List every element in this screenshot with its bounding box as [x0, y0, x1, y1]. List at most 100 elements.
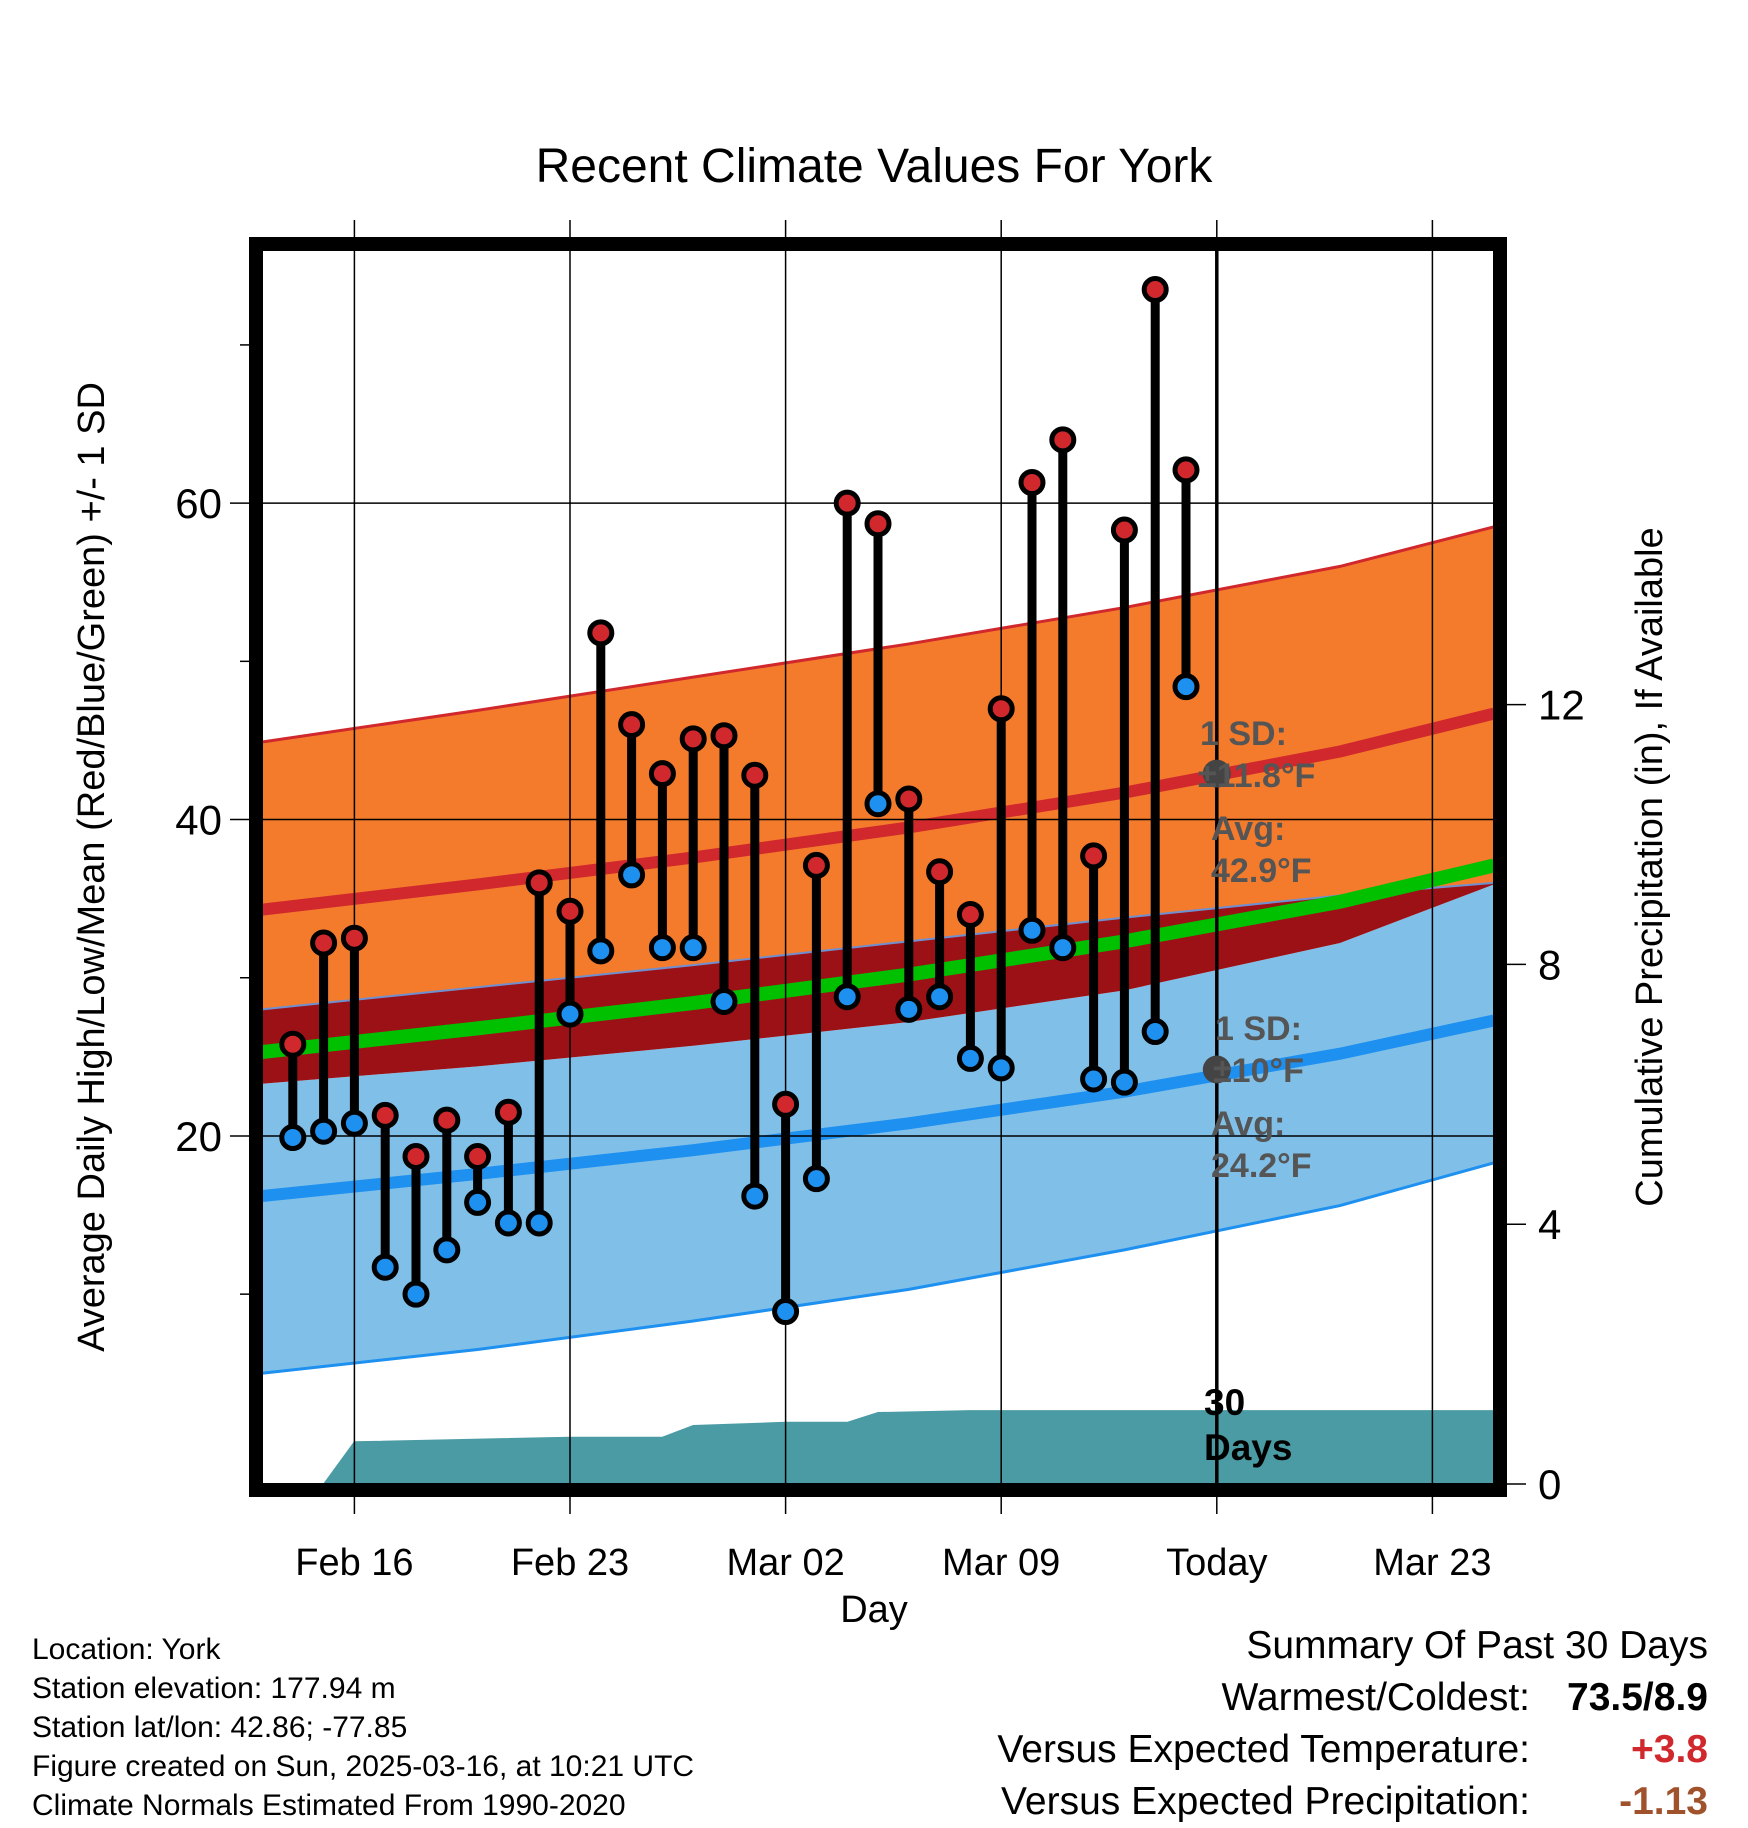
low-temp-point: [371, 1253, 399, 1281]
low-temp-point: [1141, 1018, 1169, 1046]
low-avg-value: 24.2°F: [1211, 1147, 1312, 1185]
high-temp-point: [648, 760, 676, 788]
high-temp-point: [464, 1143, 492, 1171]
window-days-number: 30: [1204, 1382, 1245, 1423]
window-days-word: Days: [1204, 1427, 1292, 1468]
low-temp-point: [1018, 916, 1046, 944]
low-temp-point: [648, 934, 676, 962]
high-temp-point: [864, 510, 892, 538]
latlon-text: Station lat/lon: 42.86; -77.85: [32, 1711, 408, 1744]
high-temp-point: [956, 900, 984, 928]
summary-title: Summary Of Past 30 Days: [1246, 1624, 1708, 1667]
x-axis-label: Day: [840, 1589, 908, 1631]
low-temp-point: [710, 987, 738, 1015]
y2-tick-label: 0: [1538, 1461, 1561, 1508]
low-temp-point: [679, 934, 707, 962]
low-temp-point: [1110, 1068, 1138, 1096]
low-temp-point: [618, 861, 646, 889]
low-temp-point: [1049, 934, 1077, 962]
x-tick-label: Today: [1166, 1542, 1267, 1584]
low-temp-point: [956, 1044, 984, 1072]
high-temp-point: [802, 851, 830, 879]
normals-text: Climate Normals Estimated From 1990-2020: [32, 1789, 626, 1822]
low-lower-edge: [262, 1161, 1494, 1375]
high-temp-point: [1141, 276, 1169, 304]
high-avg-value: 42.9°F: [1211, 852, 1312, 890]
x-tick-label: Feb 23: [511, 1542, 629, 1584]
precip-area: [292, 1410, 1494, 1484]
high-temp-point: [525, 869, 553, 897]
low-temp-point: [464, 1188, 492, 1216]
low-temp-point: [1080, 1065, 1108, 1093]
low-sd-label: 1 SD:: [1215, 1010, 1302, 1048]
summary-temp: Versus Expected Temperature: +3.8: [997, 1724, 1708, 1776]
low-temp-point: [556, 1000, 584, 1028]
high-temp-point: [618, 711, 646, 739]
low-temp-point: [525, 1209, 553, 1237]
low-temp-point: [987, 1054, 1015, 1082]
high-temp-point: [433, 1106, 461, 1134]
y2-axis-label: Cumulative Precipitation (in), If Availa…: [1629, 527, 1671, 1206]
low-temp-point: [310, 1117, 338, 1145]
warm-cold-label: Warmest/Coldest:: [1221, 1676, 1530, 1719]
high-temp-point: [1018, 469, 1046, 497]
low-temp-point: [587, 937, 615, 965]
low-temp-point: [895, 995, 923, 1023]
temp-anomaly-label: Versus Expected Temperature:: [997, 1728, 1530, 1771]
y2-tick-label: 12: [1538, 682, 1585, 729]
y-axis-label: Average Daily High/Low/Mean (Red/Blue/Gr…: [71, 382, 113, 1352]
chart-title: Recent Climate Values For York: [536, 140, 1214, 193]
high-sd-value: ±11.8°F: [1198, 757, 1315, 795]
high-temp-point: [987, 695, 1015, 723]
high-temp-point: [587, 619, 615, 647]
low-temp-point: [402, 1280, 430, 1308]
high-sd-label: 1 SD:: [1200, 715, 1287, 753]
elevation-text: Station elevation: 177.94 m: [32, 1672, 396, 1705]
high-temp-point: [710, 722, 738, 750]
high-temp-point: [402, 1143, 430, 1171]
high-avg-label: Avg:: [1211, 810, 1285, 848]
summary-panel: Summary Of Past 30 Days Warmest/Coldest:…: [997, 1620, 1708, 1828]
y2-tick-label: 4: [1538, 1201, 1561, 1248]
high-temp-point: [741, 761, 769, 789]
created-text: Figure created on Sun, 2025-03-16, at 10…: [32, 1750, 695, 1783]
low-temp-point: [772, 1298, 800, 1326]
today-high-avg-marker: [1202, 759, 1231, 788]
y-tick-label: 20: [175, 1113, 222, 1160]
high-temp-point: [833, 489, 861, 517]
low-temp-point: [340, 1109, 368, 1137]
precip-anomaly-value: -1.13: [1619, 1780, 1708, 1823]
x-tick-label: Mar 09: [942, 1542, 1060, 1584]
high-temp-point: [310, 929, 338, 957]
high-temp-point: [1110, 516, 1138, 544]
y2-tick-label: 8: [1538, 941, 1561, 988]
x-tick-label: Mar 23: [1373, 1542, 1491, 1584]
summary-warm-cold: Warmest/Coldest: 73.5/8.9: [997, 1672, 1708, 1724]
low-temp-point: [864, 790, 892, 818]
high-temp-point: [371, 1101, 399, 1129]
low-temp-point: [741, 1182, 769, 1210]
station-info: Location: York Station elevation: 177.94…: [32, 1630, 694, 1825]
low-temp-point: [494, 1209, 522, 1237]
high-temp-point: [772, 1090, 800, 1118]
high-temp-point: [895, 785, 923, 813]
low-avg-label: Avg:: [1211, 1105, 1285, 1143]
low-temp-point: [433, 1236, 461, 1264]
precip-anomaly-label: Versus Expected Precipitation:: [1001, 1780, 1530, 1823]
high-temp-point: [1049, 426, 1077, 454]
high-temp-point: [679, 725, 707, 753]
low-temp-point: [1172, 673, 1200, 701]
high-temp-point: [1172, 456, 1200, 484]
high-upper-edge: [262, 525, 1494, 744]
low-sd-value: ±10°F: [1213, 1052, 1304, 1090]
x-tick-label: Mar 02: [726, 1542, 844, 1584]
low-temp-point: [926, 983, 954, 1011]
low-temp-point: [833, 983, 861, 1011]
high-temp-point: [556, 897, 584, 925]
warm-cold-value: 73.5/8.9: [1567, 1676, 1708, 1719]
high-temp-point: [340, 924, 368, 952]
x-tick-label: Feb 16: [295, 1542, 413, 1584]
y-tick-label: 40: [175, 797, 222, 844]
low-temp-point: [802, 1165, 830, 1193]
